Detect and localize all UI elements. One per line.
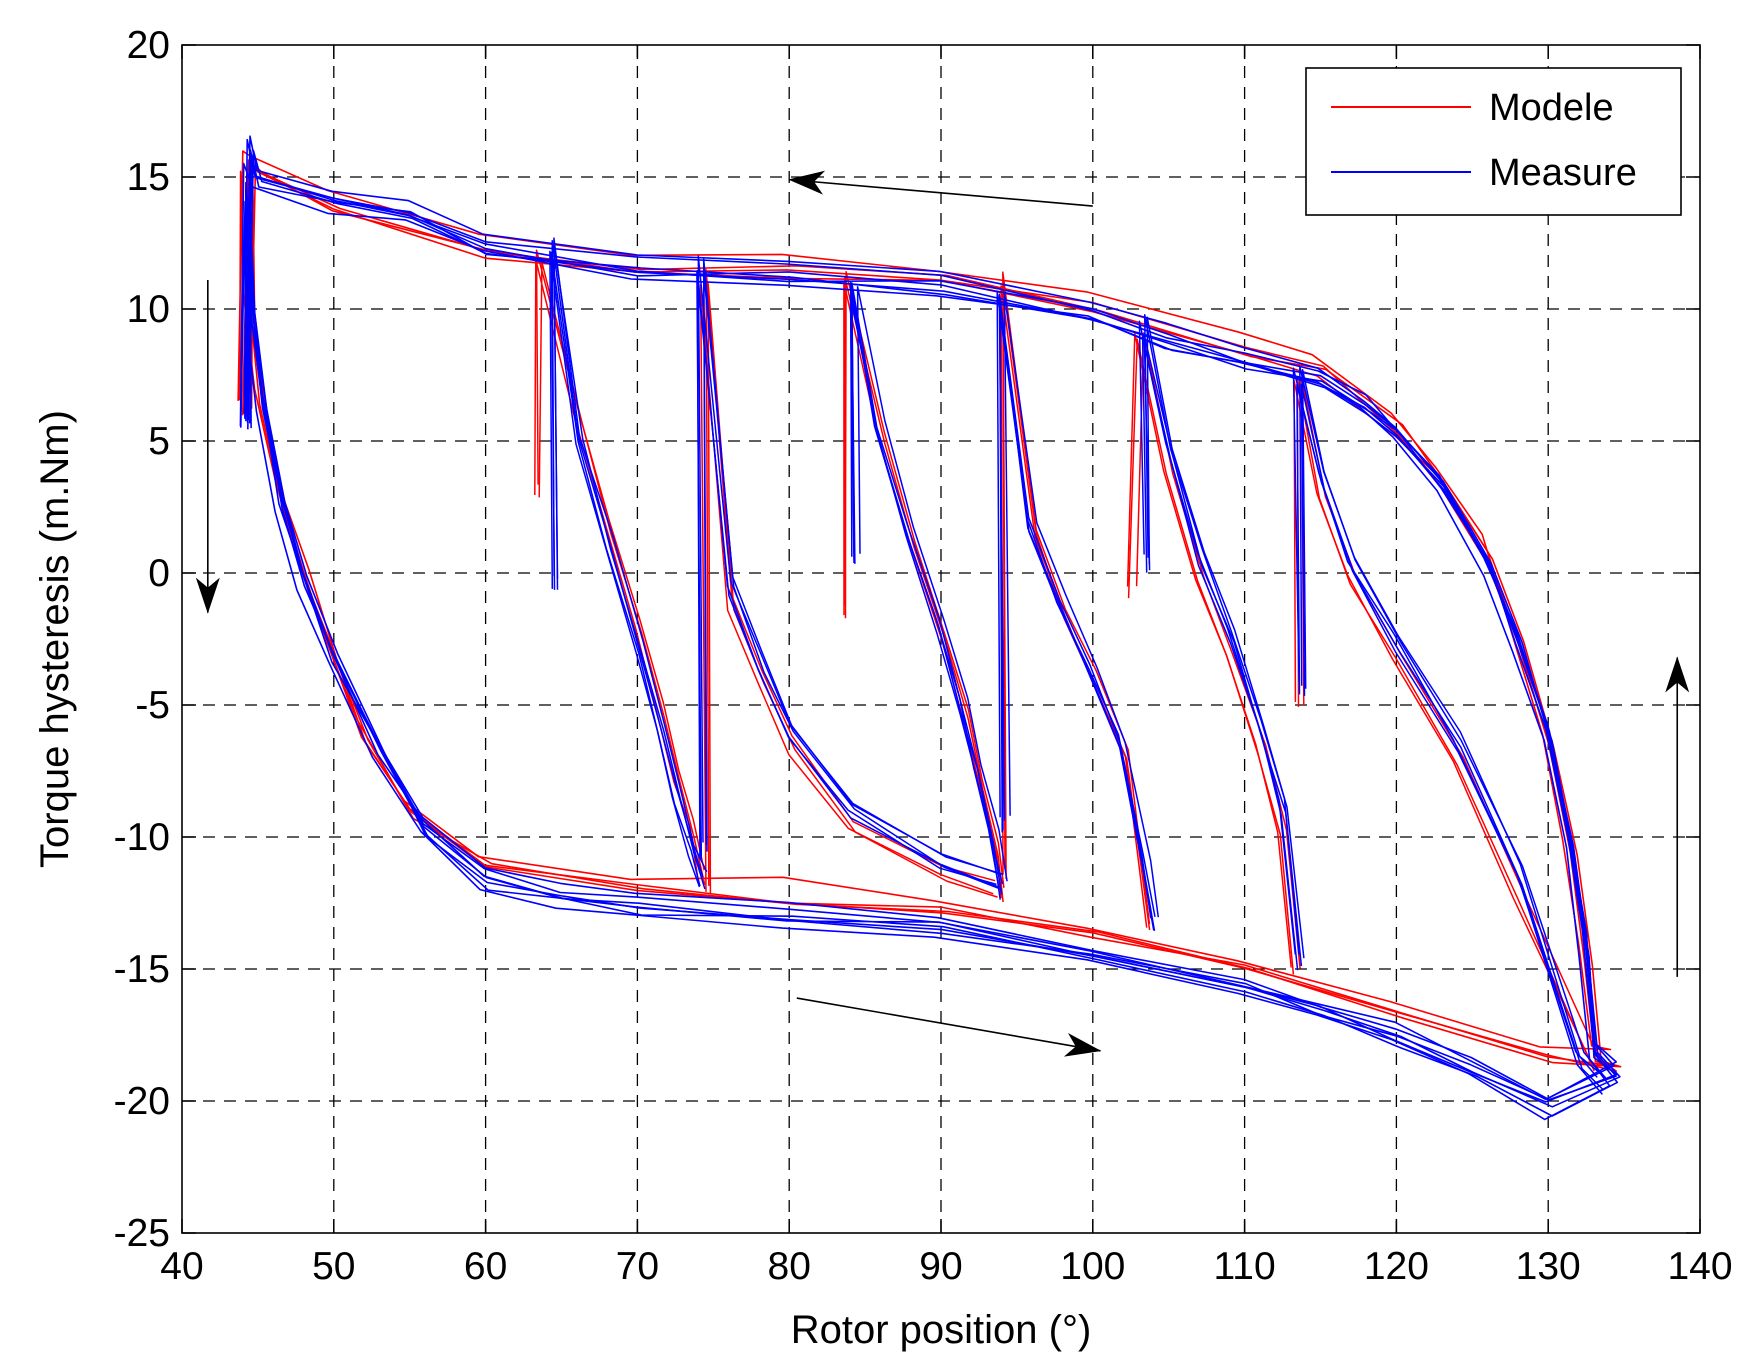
y-tick-label-10: 10 bbox=[127, 288, 170, 331]
modele-minor-loop-3-ascending-2 bbox=[1293, 379, 1592, 1062]
measure-minor-loop-1-descending-1 bbox=[549, 250, 701, 888]
x-tick-label-50: 50 bbox=[312, 1245, 355, 1288]
y-axis-title: Torque hysteresis (m.Nm) bbox=[33, 410, 77, 868]
measure-major-loop-trace-4 bbox=[247, 149, 1619, 1117]
measure-minor-loop-3-ascending-1 bbox=[1300, 383, 1605, 1091]
x-tick-label-60: 60 bbox=[464, 1245, 507, 1288]
arrow-bottom-right bbox=[796, 997, 1102, 1057]
y-tick-label--10: -10 bbox=[114, 816, 170, 859]
legend-box bbox=[1305, 67, 1682, 216]
measure-minor-loop-3-ascending-5 bbox=[1301, 368, 1607, 1079]
measure-minor-loop-3-descending-5 bbox=[1146, 316, 1305, 959]
measure-minor-loop-3-ascending-4 bbox=[1296, 383, 1603, 1095]
measure-minor-loop-2-descending-3 bbox=[850, 295, 1003, 895]
measure-minor-loop-2-descending-5 bbox=[851, 282, 1004, 885]
x-tick-label-90: 90 bbox=[919, 1245, 962, 1288]
measure-minor-loop-1-ascending-5 bbox=[702, 258, 1004, 876]
measure-minor-loop-1-descending-4 bbox=[551, 239, 704, 878]
measure-major-loop-trace-5 bbox=[244, 157, 1618, 1103]
y-tick-label-15: 15 bbox=[127, 156, 170, 199]
axis-ticks: 40 50 60 70 80 90 100 110 120 130 140-25-20-15-10-… bbox=[114, 24, 1733, 1288]
y-tick-label-0: 0 bbox=[148, 552, 170, 595]
arrow-top-left bbox=[788, 170, 1093, 207]
x-axis-title: Rotor position (°) bbox=[791, 1308, 1092, 1352]
x-tick-label-70: 70 bbox=[616, 1245, 659, 1288]
x-tick-label-140: 140 bbox=[1667, 1245, 1732, 1288]
y-tick-label--5: -5 bbox=[135, 684, 170, 727]
modele-minor-loop-1-descending-1 bbox=[534, 259, 700, 887]
legend-label-modele: Modele bbox=[1489, 87, 1614, 129]
x-tick-label-80: 80 bbox=[768, 1245, 811, 1288]
measure-major-loop-trace-7 bbox=[245, 149, 1617, 1101]
legend: Modele Measure bbox=[1305, 67, 1682, 216]
x-tick-label-100: 100 bbox=[1060, 1245, 1125, 1288]
y-tick-label-5: 5 bbox=[148, 420, 170, 463]
modele-minor-loop-1-ascending-1 bbox=[699, 284, 994, 895]
x-tick-label-120: 120 bbox=[1364, 1245, 1429, 1288]
measure-minor-loop-2-descending-4 bbox=[856, 285, 1008, 882]
x-tick-label-130: 130 bbox=[1516, 1245, 1581, 1288]
series-layer bbox=[237, 135, 1622, 1121]
measure-minor-loop-2-ascending-5 bbox=[998, 293, 1156, 918]
x-tick-label-40: 40 bbox=[160, 1245, 203, 1288]
y-tick-label--15: -15 bbox=[114, 948, 170, 991]
measure-minor-loop-1-ascending-2 bbox=[696, 271, 1000, 889]
modele-minor-loop-1-descending-3 bbox=[538, 261, 706, 885]
annotation-arrows bbox=[195, 170, 1690, 1057]
measure-minor-loop-2-ascending-4 bbox=[1003, 292, 1160, 918]
y-tick-label--20: -20 bbox=[114, 1080, 170, 1123]
modele-minor-loop-2-ascending-3 bbox=[1002, 271, 1151, 925]
measure-minor-loop-1-descending-2 bbox=[550, 251, 701, 887]
grid-layer bbox=[182, 45, 1700, 1233]
measure-minor-loop-1-descending-5 bbox=[553, 237, 708, 873]
measure-minor-loop-1-ascending-3 bbox=[703, 272, 1002, 891]
y-tick-label-20: 20 bbox=[127, 24, 170, 67]
y-tick-label--25: -25 bbox=[114, 1212, 170, 1255]
legend-label-measure: Measure bbox=[1489, 152, 1637, 194]
modele-major-loop-trace-4 bbox=[241, 159, 1617, 1067]
measure-minor-loop-3-ascending-2 bbox=[1299, 365, 1606, 1078]
x-tick-label-110: 110 bbox=[1214, 1245, 1276, 1288]
